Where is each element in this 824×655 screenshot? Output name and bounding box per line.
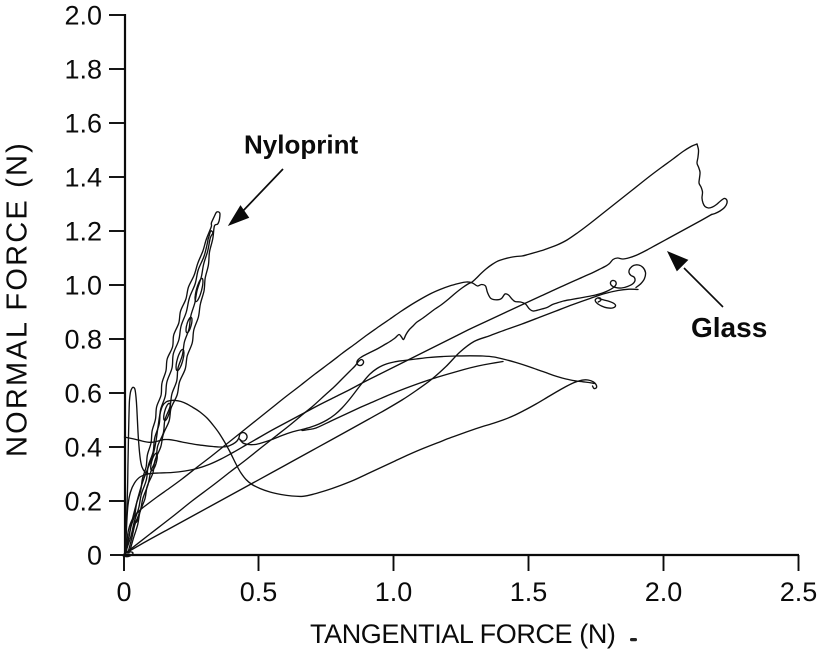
svg-text:2.5: 2.5 (780, 577, 818, 607)
svg-text:2.0: 2.0 (64, 1, 102, 31)
svg-text:0: 0 (87, 541, 102, 571)
svg-text:TANGENTIAL FORCE (N): TANGENTIAL FORCE (N) (310, 619, 616, 649)
svg-text:Glass: Glass (691, 312, 767, 343)
svg-text:0: 0 (116, 577, 131, 607)
svg-text:1.4: 1.4 (64, 163, 102, 193)
svg-text:NORMAL FORCE (N): NORMAL FORCE (N) (2, 141, 34, 457)
svg-text:0.5: 0.5 (240, 577, 278, 607)
svg-text:0.6: 0.6 (64, 379, 102, 409)
svg-text:1.0: 1.0 (64, 271, 102, 301)
svg-text:1.0: 1.0 (375, 577, 413, 607)
svg-text:0.8: 0.8 (64, 325, 102, 355)
svg-text:1.6: 1.6 (64, 109, 102, 139)
svg-text:0.2: 0.2 (64, 487, 102, 517)
svg-text:1.5: 1.5 (510, 577, 548, 607)
svg-text:1.8: 1.8 (64, 55, 102, 85)
svg-text:Nyloprint: Nyloprint (244, 130, 358, 160)
svg-text:2.0: 2.0 (645, 577, 683, 607)
svg-text:1.2: 1.2 (64, 217, 102, 247)
svg-text:0.4: 0.4 (64, 433, 102, 463)
